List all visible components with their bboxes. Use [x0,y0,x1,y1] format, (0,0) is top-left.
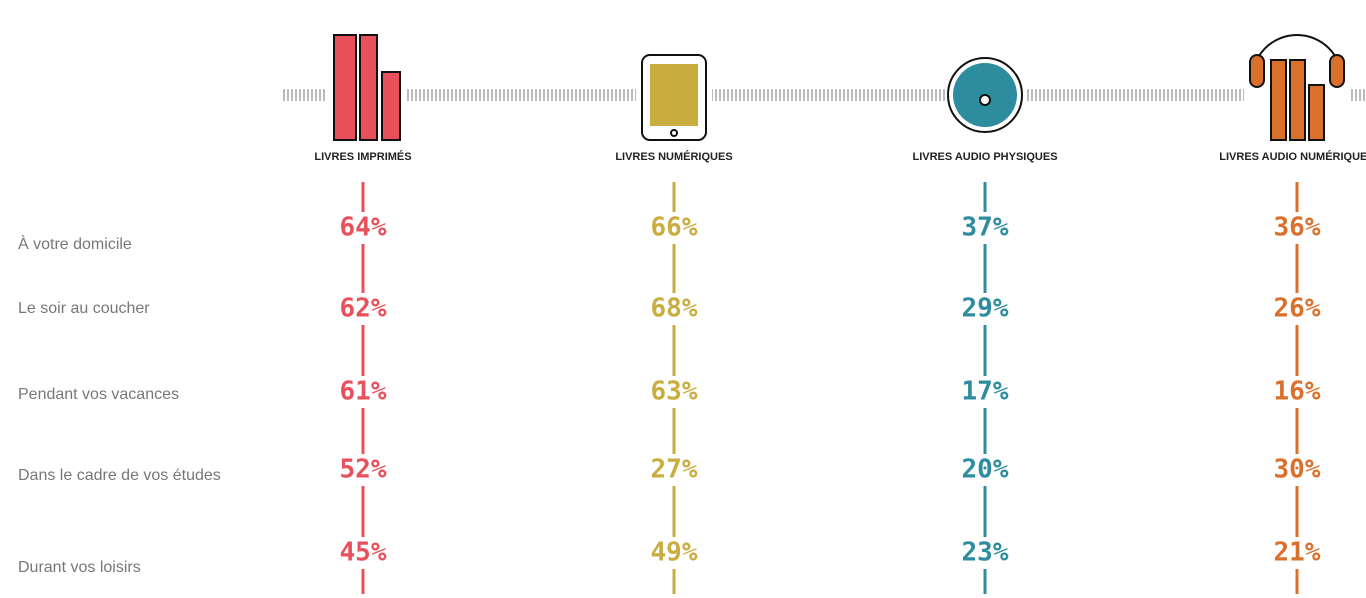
value: 62% [340,294,387,324]
value: 21% [1274,538,1321,568]
row-label: À votre domicile [18,234,132,253]
row-label: Durant vos loisirs [18,559,141,576]
value: 30% [1274,455,1321,485]
value: 23% [962,538,1009,568]
column-label: LIVRES AUDIO NUMÉRIQUES [1219,150,1366,163]
value: 52% [340,455,387,485]
icon-headphones [1244,10,1350,145]
row-label: Le soir au coucher [18,300,150,317]
column-label: LIVRES IMPRIMÉS [314,150,411,163]
value: 64% [340,213,387,243]
value: 61% [340,377,387,407]
value: 37% [962,213,1009,243]
row-label: Dans le cadre de vos études [18,467,221,484]
value: 63% [651,377,698,407]
icon-cd [945,55,1025,135]
value: 29% [962,294,1009,324]
value: 45% [340,538,387,568]
row-label: Pendant vos vacances [18,386,179,403]
value: 27% [651,455,698,485]
value: 49% [651,538,698,568]
value: 17% [962,377,1009,407]
value: 68% [651,294,698,324]
column-label: LIVRES NUMÉRIQUES [615,150,732,163]
value: 16% [1274,377,1321,407]
icon-printed-books [326,30,406,145]
column-label: LIVRES AUDIO PHYSIQUES [912,151,1057,163]
icon-tablet [636,50,712,145]
value: 26% [1274,294,1321,324]
value: 20% [962,455,1009,485]
value: 36% [1274,213,1321,243]
value: 66% [651,213,698,243]
